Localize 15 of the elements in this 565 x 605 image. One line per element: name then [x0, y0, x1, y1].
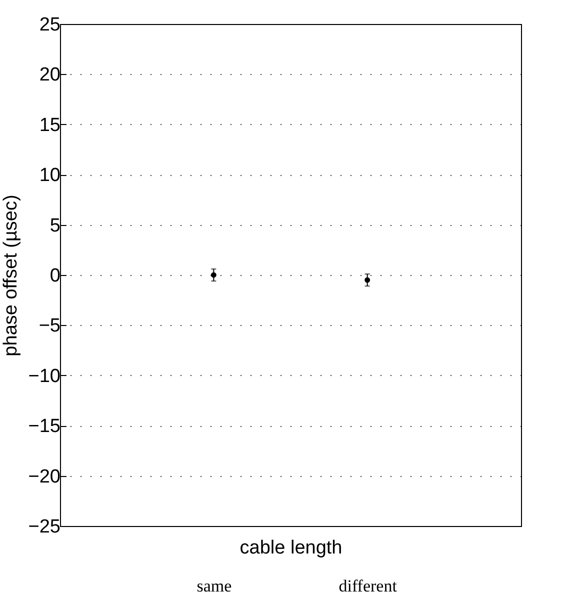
y-tick-label: −5	[38, 316, 60, 337]
y-tick-label: −25	[28, 516, 60, 538]
y-tick-label: −15	[28, 416, 60, 438]
y-tick-label: 10	[39, 165, 60, 186]
y-tick-label: 0	[50, 266, 60, 286]
y-tick-label: −10	[28, 366, 60, 387]
y-tick-label: 5	[50, 215, 60, 236]
x-axis-title: cable length	[240, 538, 342, 558]
y-tick-label: −20	[28, 466, 60, 488]
y-tick-label: 25	[39, 14, 60, 36]
y-tick-label: 20	[39, 64, 60, 86]
x-tick-label: same	[196, 576, 232, 596]
y-axis-title: phase offset (µsec)	[0, 194, 22, 356]
y-tick-label: 15	[39, 114, 60, 136]
x-tick-label: different	[338, 576, 398, 596]
